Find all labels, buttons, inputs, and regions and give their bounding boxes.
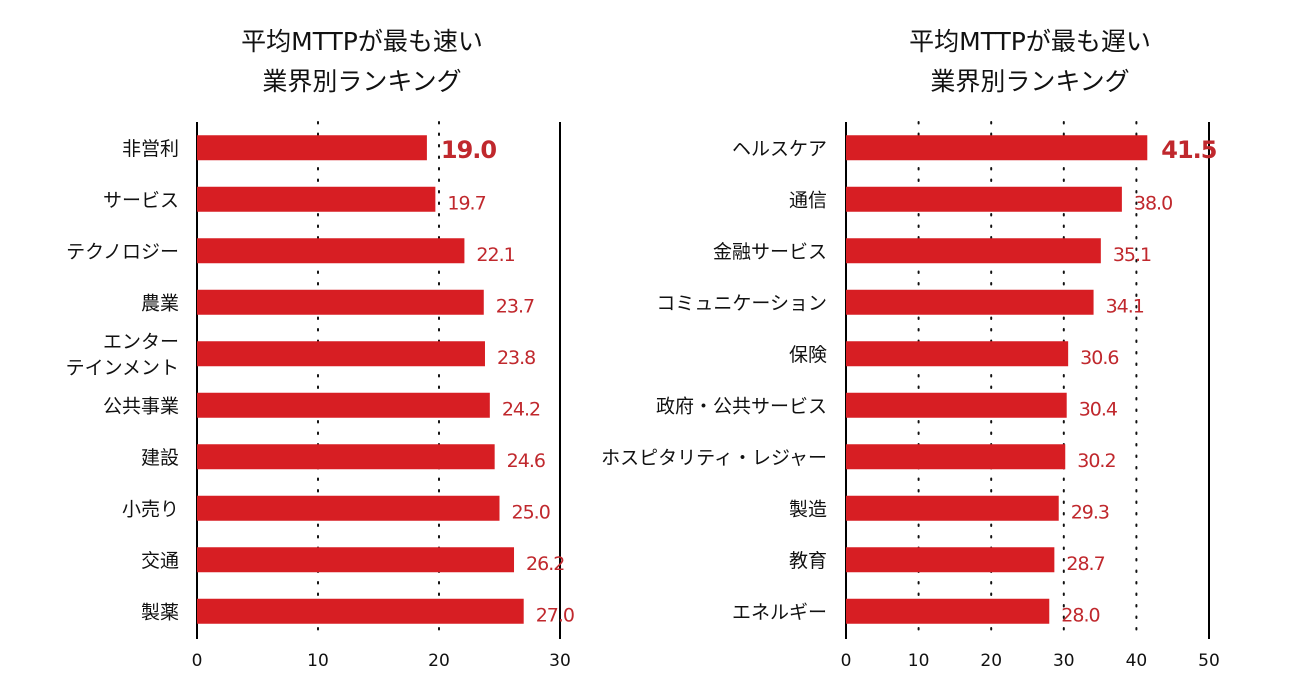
bar: [197, 392, 490, 418]
data-label: 29.3: [1071, 501, 1109, 523]
chart-title-line-1: 平均MTTPが最も遅い: [909, 27, 1151, 56]
x-tick-label: 30: [1053, 651, 1075, 671]
bar: [846, 186, 1122, 212]
category-label: 非営利: [122, 138, 179, 160]
x-tick-label: 40: [1126, 651, 1148, 671]
slowest-mttp-chart: 平均MTTPが最も遅い 業界別ランキング 0 10 20 30 40 50 41.5 ヘルスケ…: [601, 27, 1220, 671]
data-label: 30.6: [1080, 347, 1118, 369]
category-label: ホスピタリティ・レジャー: [601, 447, 827, 469]
bar: [197, 289, 484, 315]
x-tick-label: 10: [307, 651, 329, 671]
bar: [197, 444, 495, 470]
bar: [846, 495, 1059, 521]
x-tick-label: 50: [1198, 651, 1220, 671]
bar: [197, 135, 427, 161]
bar: [846, 598, 1050, 624]
plot-area: 0 10 20 30 40 50 41.5 ヘルスケア 38.0 通信 35.1 金融サービス 34.1…: [601, 121, 1220, 671]
category-label: テクノロジー: [66, 241, 179, 263]
category-label: 小売り: [122, 498, 179, 520]
data-label: 19.0: [441, 136, 497, 164]
category-label: 農業: [141, 292, 179, 314]
data-label: 27.0: [536, 604, 574, 626]
category-label: コミュニケーション: [656, 292, 827, 314]
category-label: 政府・公共サービス: [656, 395, 827, 417]
plot-area: 0 10 20 30 19.0 非営利 19.7 サービス 22.1 テクノロジー 23.7 農業 23…: [66, 121, 575, 671]
category-label: サービス: [103, 189, 179, 211]
category-label: ヘルスケア: [732, 138, 827, 160]
category-label: 交通: [141, 550, 179, 572]
bar: [197, 547, 515, 573]
category-label: 保険: [789, 344, 827, 366]
category-label: 製造: [789, 498, 827, 520]
x-tick-label: 30: [549, 651, 571, 671]
category-label: エネルギー: [732, 601, 827, 623]
chart-title-line-2: 業界別ランキング: [930, 67, 1129, 96]
category-label: 金融サービス: [713, 241, 827, 263]
chart-title-line-1: 平均MTTPが最も速い: [241, 27, 483, 56]
fastest-mttp-chart: 平均MTTPが最も速い 業界別ランキング 0 10 20 30 19.0 非営利 19.7 サ…: [66, 27, 575, 671]
category-label: 教育: [789, 550, 827, 572]
chart-title-line-2: 業界別ランキング: [262, 67, 461, 96]
x-tick-label: 0: [192, 651, 203, 671]
data-label: 24.2: [502, 398, 540, 420]
bar: [197, 495, 500, 521]
data-label: 35.1: [1113, 244, 1151, 266]
bar: [846, 444, 1066, 470]
data-label: 23.7: [496, 295, 534, 317]
data-label: 22.1: [476, 244, 514, 266]
bar: [846, 392, 1067, 418]
data-label: 41.5: [1161, 136, 1217, 164]
data-label: 26.2: [526, 553, 564, 575]
category-label: エンターテインメント: [66, 331, 179, 379]
bar: [846, 135, 1148, 161]
x-tick-label: 10: [908, 651, 930, 671]
bar: [846, 238, 1101, 264]
data-label: 25.0: [512, 501, 550, 523]
x-tick-label: 20: [980, 651, 1002, 671]
bar: [197, 598, 524, 624]
bar: [846, 289, 1094, 315]
data-label: 30.2: [1077, 450, 1115, 472]
x-tick-label: 20: [428, 651, 450, 671]
category-label: 建設: [141, 447, 179, 469]
data-label: 24.6: [507, 450, 545, 472]
data-label: 34.1: [1106, 295, 1144, 317]
bar: [197, 238, 465, 264]
data-label: 19.7: [447, 192, 485, 214]
category-label: 公共事業: [103, 395, 179, 417]
bar: [197, 186, 436, 212]
bar: [846, 341, 1069, 367]
data-label: 23.8: [497, 347, 535, 369]
data-label: 28.0: [1061, 604, 1099, 626]
bar: [197, 341, 485, 367]
data-label: 38.0: [1134, 192, 1172, 214]
data-label: 28.7: [1066, 553, 1104, 575]
x-tick-label: 0: [841, 651, 852, 671]
data-label: 30.4: [1079, 398, 1118, 420]
bar: [846, 547, 1055, 573]
category-label: 製薬: [141, 601, 179, 623]
category-label: 通信: [789, 189, 827, 211]
